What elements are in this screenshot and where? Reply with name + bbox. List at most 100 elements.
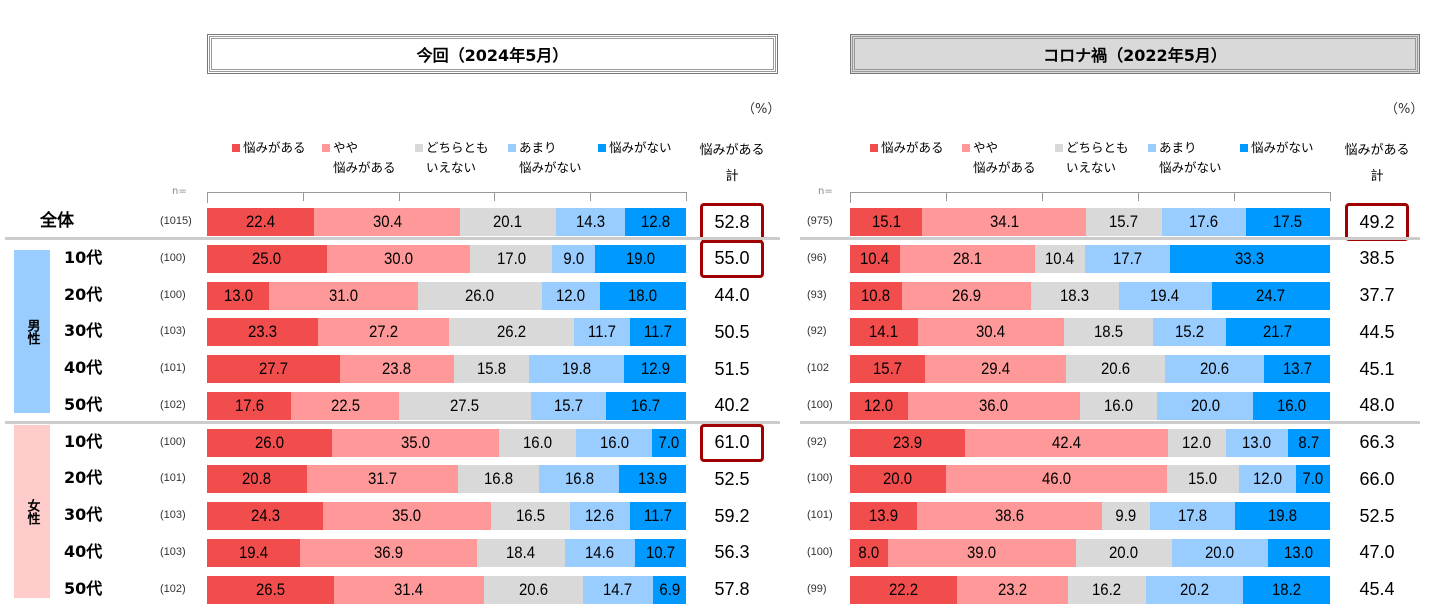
bar-value-label: 12.6 [585, 506, 615, 525]
x-axis-tick [1234, 193, 1235, 201]
x-axis-tick [1138, 193, 1139, 201]
bar-segment: 16.5 [490, 502, 570, 530]
bar-segment: 24.3 [207, 502, 324, 530]
bar-value-label: 27.7 [258, 359, 288, 378]
bar-value-label: 22.5 [330, 395, 360, 415]
bar-segment: 31.4 [333, 575, 485, 604]
total-value: 56.3 [714, 542, 750, 563]
bar-segment: 23.9 [850, 428, 965, 457]
bar-value-label: 18.5 [1093, 322, 1123, 342]
total-value: 38.5 [1359, 248, 1395, 269]
bar-value-label: 30.0 [384, 248, 414, 268]
legend-line: あまり [1148, 138, 1222, 158]
bar-value-label: 26.0 [465, 285, 495, 305]
bar-segment: 15.7 [850, 355, 926, 383]
legend-label: 悩みがある [973, 160, 1036, 175]
stacked-bar: 23.9 42.4 12.0 13.0 8.7 [850, 428, 1330, 457]
bar-segment: 13.0 [1267, 538, 1330, 567]
legend-item: あまり 悩みがない [508, 138, 582, 178]
bar-value-label: 19.4 [238, 542, 269, 562]
legend-line: やや [322, 138, 396, 158]
stacked-bar: 27.7 23.8 15.8 19.8 12.9 [207, 355, 686, 383]
bar-segment: 15.1 [850, 208, 923, 236]
legend-label: 悩みがない [1251, 140, 1314, 155]
bar-segment: 20.6 [1165, 355, 1265, 383]
row-label: 20代 [64, 284, 103, 304]
bar-value-label: 16.0 [1277, 395, 1307, 415]
bar-value-label: 9.0 [563, 248, 584, 268]
bar-value-label: 14.6 [585, 542, 615, 562]
bar-segment: 9.9 [1101, 502, 1150, 530]
unit-label: （%） [742, 102, 781, 117]
bar-segment: 36.9 [299, 538, 477, 567]
legend-item: 悩みがない [598, 138, 672, 158]
bar-segment: 27.7 [207, 355, 340, 383]
bar-segment: 11.7 [629, 502, 686, 530]
stacked-bar: 22.4 30.4 20.1 14.3 12.8 [207, 208, 686, 236]
row-label: 40代 [64, 358, 103, 377]
bar-segment: 18.4 [476, 538, 565, 567]
bar-segment: 30.4 [314, 208, 460, 236]
bar-value-label: 13.7 [1282, 359, 1312, 378]
bar-value-label: 19.8 [1267, 506, 1298, 525]
bar-value-label: 10.8 [861, 285, 891, 305]
n-count: (975) [807, 215, 833, 227]
legend-line: どちらとも [1055, 138, 1129, 158]
total-value: 45.1 [1359, 358, 1395, 379]
legend-line: 悩みがない [508, 158, 582, 178]
stacked-bar: 20.0 46.0 15.0 12.0 7.0 [850, 465, 1330, 494]
bar-segment: 24.7 [1211, 281, 1330, 310]
bar-value-label: 17.8 [1177, 506, 1207, 525]
total-value: 40.2 [714, 395, 750, 416]
stacked-bar: 23.3 27.2 26.2 11.7 11.7 [207, 318, 686, 347]
total-value: 49.2 [1345, 203, 1409, 241]
n-count: (99) [807, 582, 827, 595]
bar-segment: 6.9 [652, 575, 686, 604]
bar-segment: 17.0 [470, 244, 552, 273]
bar-value-label: 38.6 [994, 506, 1024, 525]
x-axis [207, 192, 687, 203]
bar-segment: 19.4 [1118, 281, 1212, 310]
bar-segment: 20.0 [1157, 391, 1254, 420]
stacked-bar: 20.8 31.7 16.8 16.8 13.9 [207, 465, 686, 494]
bar-segment: 11.7 [574, 318, 630, 347]
bar-segment: 13.7 [1264, 355, 1330, 383]
legend-item: やや 悩みがある [322, 138, 396, 178]
legend-label: やや [333, 140, 359, 155]
bar-segment: 46.0 [946, 465, 1167, 494]
bar-segment: 19.0 [594, 244, 686, 273]
total-value: 66.3 [1359, 432, 1395, 452]
stacked-bar: 26.0 35.0 16.0 16.0 7.0 [207, 428, 686, 457]
bar-value-label: 27.2 [369, 322, 399, 342]
legend-line: 悩みがない [1240, 138, 1314, 158]
bar-value-label: 10.4 [1045, 248, 1075, 268]
divider [800, 237, 1420, 240]
stacked-bar: 12.0 36.0 16.0 20.0 16.0 [850, 391, 1330, 420]
legend-label: 悩みがある [243, 140, 306, 155]
bar-segment: 19.8 [529, 355, 625, 383]
bar-segment: 17.8 [1149, 502, 1235, 530]
bar-segment: 16.0 [499, 428, 576, 457]
n-count: (101) [160, 362, 186, 374]
bar-segment: 17.6 [207, 391, 292, 420]
bar-segment: 20.8 [207, 465, 307, 494]
bar-segment: 21.7 [1225, 318, 1330, 347]
bar-value-label: 17.6 [234, 395, 264, 415]
bar-segment: 9.0 [551, 244, 595, 273]
row-label: 30代 [64, 321, 103, 341]
bar-value-label: 6.9 [659, 579, 680, 599]
n-label: n= [818, 186, 833, 197]
legend-swatch-icon [1055, 144, 1063, 152]
legend-line: 悩みがある [232, 138, 306, 158]
legend-line: いえない [1055, 158, 1129, 178]
total-header-line: 計 [1370, 169, 1384, 184]
n-count: (100) [160, 251, 186, 264]
legend-swatch-icon [415, 144, 423, 152]
stacked-bar: 13.9 38.6 9.9 17.8 19.8 [850, 502, 1330, 530]
legend-item: やや 悩みがある [962, 138, 1036, 178]
bar-value-label: 16.2 [1092, 579, 1122, 599]
x-axis-tick [946, 193, 947, 201]
legend-line: 悩みがない [598, 138, 672, 158]
bar-segment: 13.0 [207, 281, 270, 310]
bar-value-label: 16.8 [484, 469, 514, 489]
